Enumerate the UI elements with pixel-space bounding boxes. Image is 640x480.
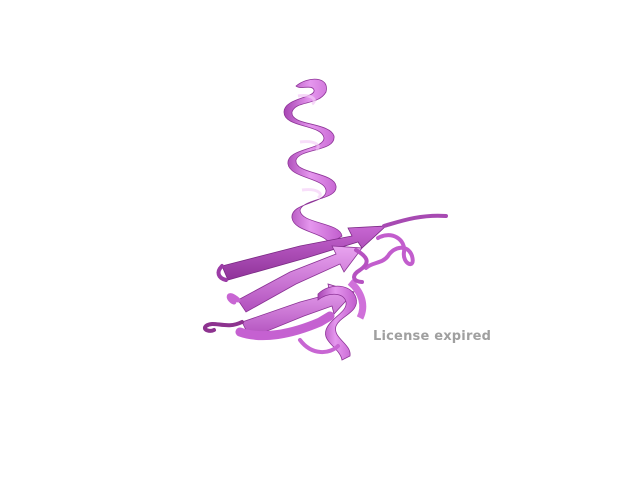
license-watermark: License expired <box>373 329 492 344</box>
beta-strand-3 <box>235 283 355 341</box>
coil-loops <box>203 213 448 354</box>
alpha-helix <box>283 78 343 245</box>
short-helix <box>317 279 367 361</box>
beta-strand-2 <box>237 245 363 313</box>
beta-strand-1 <box>221 225 388 281</box>
